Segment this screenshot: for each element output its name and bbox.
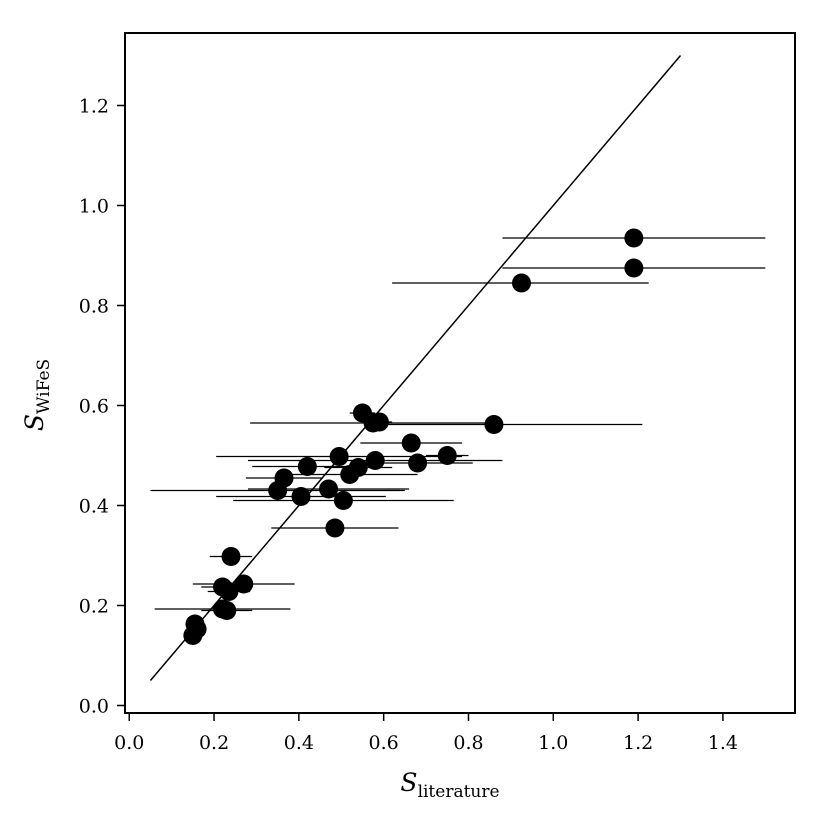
data-point-18 bbox=[291, 487, 311, 506]
data-point-9 bbox=[329, 447, 349, 466]
chart-marks bbox=[149, 55, 766, 681]
x-tick-label-3: 0.6 bbox=[369, 732, 399, 754]
data-point-24 bbox=[219, 582, 239, 601]
x-tick-label-0: 0.0 bbox=[114, 732, 144, 754]
data-point-21 bbox=[221, 547, 241, 566]
x-tick-label-7: 1.4 bbox=[708, 732, 738, 754]
x-tick-label-4: 0.8 bbox=[453, 732, 483, 754]
x-tick-label-1: 0.2 bbox=[199, 732, 229, 754]
y-tick-label-3: 0.6 bbox=[79, 396, 109, 418]
y-tick-label-2: 0.4 bbox=[79, 496, 109, 518]
x-axis-label-subscript: literature bbox=[418, 782, 500, 802]
x-tick-label-5: 1.0 bbox=[538, 732, 568, 754]
y-tick-label-1: 0.2 bbox=[79, 596, 109, 618]
y-tick-label-5: 1.0 bbox=[79, 196, 109, 218]
data-point-10 bbox=[365, 451, 385, 470]
data-point-17 bbox=[268, 481, 288, 500]
x-tick-label-2: 0.4 bbox=[284, 732, 314, 754]
data-point-16 bbox=[319, 479, 339, 499]
data-point-6 bbox=[484, 415, 504, 434]
y-tick-label-6: 1.2 bbox=[79, 96, 109, 118]
data-point-8 bbox=[437, 446, 457, 465]
x-axis-label: Sliterature bbox=[400, 768, 499, 802]
data-point-29 bbox=[183, 626, 203, 645]
y-axis-label: SWiFeS bbox=[20, 359, 54, 431]
data-point-5 bbox=[369, 412, 389, 432]
data-point-11 bbox=[408, 453, 428, 473]
y-tick-label-4: 0.8 bbox=[79, 296, 109, 318]
x-tick-label-6: 1.2 bbox=[623, 732, 653, 754]
plot-frame bbox=[124, 32, 796, 714]
data-point-26 bbox=[217, 601, 237, 620]
data-point-14 bbox=[340, 465, 360, 484]
data-point-22 bbox=[234, 574, 254, 594]
y-axis-label-subscript: WiFeS bbox=[34, 359, 54, 414]
x-axis-label-symbol: S bbox=[400, 768, 417, 797]
data-point-1 bbox=[624, 258, 644, 278]
data-point-0 bbox=[624, 228, 644, 248]
axis-ticks: 0.0 0.2 0.4 0.6 0.8 1.0 1.2 1.4 0.0 0.2 0.4 0.6 0.8 1… bbox=[79, 96, 738, 755]
data-point-12 bbox=[297, 457, 317, 476]
y-axis-label-symbol: S bbox=[20, 414, 49, 431]
data-point-2 bbox=[511, 273, 531, 293]
data-point-7 bbox=[401, 433, 421, 453]
data-point-19 bbox=[333, 491, 353, 510]
data-point-20 bbox=[325, 518, 345, 538]
y-tick-label-0: 0.0 bbox=[79, 696, 109, 718]
